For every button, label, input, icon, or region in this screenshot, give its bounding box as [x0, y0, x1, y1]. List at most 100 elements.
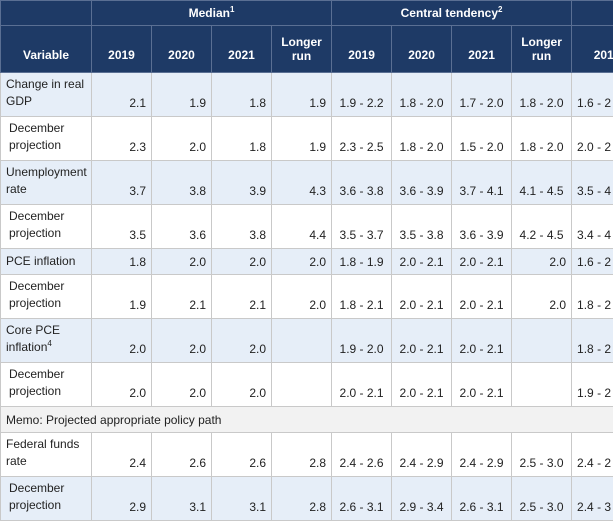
cell: 1.8 - 2.0 — [512, 73, 572, 117]
cell: 2.4 - 2 — [572, 433, 613, 477]
table-row: Unemployment rate 3.7 3.8 3.9 4.3 3.6 - … — [1, 161, 613, 205]
cell: 4.1 - 4.5 — [512, 161, 572, 205]
row-label: Federal funds rate — [1, 433, 92, 477]
cell: 2.0 - 2.1 — [452, 363, 512, 407]
cell: 1.8 - 2.0 — [512, 117, 572, 161]
cell: 3.6 - 3.9 — [392, 161, 452, 205]
median-footnote: 1 — [230, 5, 234, 14]
row-label: Change in real GDP — [1, 73, 92, 117]
col-header: 2019 — [92, 26, 152, 73]
cell: 3.6 - 3.8 — [332, 161, 392, 205]
cell: 1.8 - 2 — [572, 319, 613, 363]
cell: 2.0 - 2.1 — [392, 363, 452, 407]
cell: 1.8 - 2.1 — [332, 275, 392, 319]
variable-header: Variable — [1, 26, 92, 73]
col-header: 2021 — [452, 26, 512, 73]
col-header: 2019 — [572, 26, 613, 73]
row-label: December projection — [1, 275, 92, 319]
median-label: Median — [189, 6, 230, 20]
cell: 2.0 - 2.1 — [392, 249, 452, 275]
cell: 2.0 — [512, 249, 572, 275]
col-header: Longer run — [272, 26, 332, 73]
cell: 4.4 — [272, 205, 332, 249]
cell: 2.0 — [152, 249, 212, 275]
table-row: December projection 1.9 2.1 2.1 2.0 1.8 … — [1, 275, 613, 319]
row-label: December projection — [1, 117, 92, 161]
cell: 3.6 — [152, 205, 212, 249]
cell: 1.9 - 2.2 — [332, 73, 392, 117]
cell: 1.8 — [212, 73, 272, 117]
cell: 2.8 — [272, 433, 332, 477]
cell: 3.9 — [212, 161, 272, 205]
row-label: December projection — [1, 363, 92, 407]
cell: 3.5 — [92, 205, 152, 249]
cell: 2.0 - 2.1 — [392, 319, 452, 363]
cell: 2.1 — [92, 73, 152, 117]
cell: 3.8 — [152, 161, 212, 205]
row-label: Core PCE inflation4 — [1, 319, 92, 363]
cell: 2.0 — [272, 249, 332, 275]
table-header: Median1 Central tendency2 Variable 2019 … — [1, 1, 613, 73]
cell — [272, 319, 332, 363]
table-row: Change in real GDP 2.1 1.9 1.8 1.9 1.9 -… — [1, 73, 613, 117]
col-header: Longer run — [512, 26, 572, 73]
cell — [512, 363, 572, 407]
cell: 1.9 — [272, 73, 332, 117]
cell: 2.6 — [212, 433, 272, 477]
central-tendency-group-header: Central tendency2 — [332, 1, 572, 26]
col-header: 2020 — [392, 26, 452, 73]
cell: 2.0 — [152, 319, 212, 363]
cell: 2.0 — [212, 363, 272, 407]
cell: 2.1 — [212, 275, 272, 319]
col-header: 2021 — [212, 26, 272, 73]
table-row: December projection 2.0 2.0 2.0 2.0 - 2.… — [1, 363, 613, 407]
cell — [512, 319, 572, 363]
table-row: PCE inflation 1.8 2.0 2.0 2.0 1.8 - 1.9 … — [1, 249, 613, 275]
cell: 1.8 - 2 — [572, 275, 613, 319]
cell: 1.7 - 2.0 — [452, 73, 512, 117]
table-row: December projection 3.5 3.6 3.8 4.4 3.5 … — [1, 205, 613, 249]
cell: 4.3 — [272, 161, 332, 205]
cell: 1.9 — [92, 275, 152, 319]
cell: 1.9 - 2 — [572, 363, 613, 407]
col-header: 2019 — [332, 26, 392, 73]
cell: 3.4 - 4 — [572, 205, 613, 249]
core-pce-footnote: 4 — [47, 339, 51, 348]
cell: 3.7 - 4.1 — [452, 161, 512, 205]
table-row: Core PCE inflation4 2.0 2.0 2.0 1.9 - 2.… — [1, 319, 613, 363]
memo-label: Memo: Projected appropriate policy path — [1, 407, 613, 433]
cell: 2.5 - 3.0 — [512, 433, 572, 477]
cell: 1.8 - 1.9 — [332, 249, 392, 275]
median-group-header: Median1 — [92, 1, 332, 26]
cell: 1.9 — [152, 73, 212, 117]
memo-row: Memo: Projected appropriate policy path — [1, 407, 613, 433]
row-label: December projection — [1, 205, 92, 249]
cell: 2.0 - 2.1 — [392, 275, 452, 319]
cell: 2.0 — [92, 319, 152, 363]
table-row: Federal funds rate 2.4 2.6 2.6 2.8 2.4 -… — [1, 433, 613, 477]
cell: 3.5 - 3.7 — [332, 205, 392, 249]
col-header: 2020 — [152, 26, 212, 73]
header-blank — [1, 1, 92, 26]
header-column-row: Variable 2019 2020 2021 Longer run 2019 … — [1, 26, 613, 73]
cell — [272, 363, 332, 407]
cell: 2.3 — [92, 117, 152, 161]
central-tendency-label: Central tendency — [401, 6, 498, 20]
cell: 2.1 — [152, 275, 212, 319]
row-label: Unemployment rate — [1, 161, 92, 205]
cell: 2.4 - 2.6 — [332, 433, 392, 477]
cell: 2.0 - 2.1 — [332, 363, 392, 407]
cell: 2.0 - 2.1 — [452, 319, 512, 363]
cell: 4.2 - 4.5 — [512, 205, 572, 249]
cell: 2.0 - 2.1 — [452, 249, 512, 275]
cell: 2.0 — [152, 117, 212, 161]
cell: 1.5 - 2.0 — [452, 117, 512, 161]
cell: 2.0 — [212, 249, 272, 275]
table-body: Change in real GDP 2.1 1.9 1.8 1.9 1.9 -… — [1, 73, 613, 521]
row-label: PCE inflation — [1, 249, 92, 275]
cell: 1.6 - 2 — [572, 249, 613, 275]
cell: 2.4 - 2.9 — [452, 433, 512, 477]
cell: 2.0 — [152, 363, 212, 407]
cell: 3.6 - 3.9 — [452, 205, 512, 249]
central-tendency-footnote: 2 — [498, 5, 502, 14]
